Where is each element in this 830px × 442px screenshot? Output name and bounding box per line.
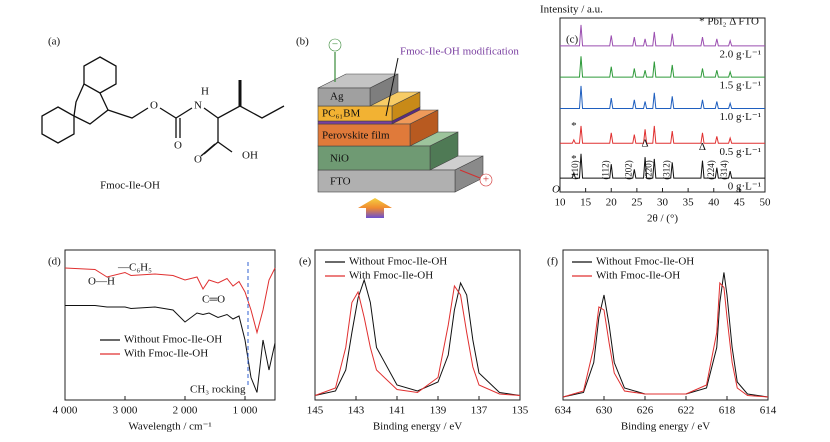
panel-label: (a) [48,36,61,48]
x-tick-label: 1 000 [233,405,258,417]
annotation: C═O [202,294,225,306]
layer-label: Perovskite film [322,130,390,142]
x-tick-label: 139 [430,405,447,417]
x-tick-label: 145 [307,405,324,417]
atom: N [194,100,202,112]
device [317,38,493,218]
y-axis-label: Intensity / a.u. [540,4,603,16]
layer-label: FTO [330,176,351,188]
molecule [41,56,285,157]
series-line [560,24,765,47]
peak-marker: Δ [699,141,706,153]
atom: O [194,154,202,166]
series-label: 0 g·L⁻¹ [728,181,761,193]
x-tick-label: 45 [734,197,746,209]
peak-label: (314) [719,160,729,180]
charge-sign: + [483,174,489,186]
x-axis-label: Wavelength / cm⁻¹ [128,421,211,433]
series-label: 0.5 g·L⁻¹ [720,146,762,158]
x-tick-label: 137 [471,405,488,417]
legend-label: With Fmoc-Ile-OH [596,270,680,282]
x-tick-label: 35 [683,197,695,209]
atom: H [201,86,209,98]
series-line [560,125,765,144]
panel-label: (f) [547,256,558,268]
panel-label: (d) [48,256,61,268]
molecule-name: Fmoc-Ile-OH [100,180,160,192]
atom: OH [242,150,258,162]
plot-frame [64,249,276,401]
layer-label: NiO [330,153,349,165]
peak-label: (202) [623,160,633,180]
x-tick-label: 141 [389,405,406,417]
x-tick-label: 614 [760,405,777,417]
x-tick-label: 3 000 [113,405,138,417]
panel-label: (b) [296,36,309,48]
series-line [562,281,769,398]
peak-label: (224) [706,160,716,180]
x-tick-label: 2 000 [173,405,198,417]
legend-label: With Fmoc-Ile-OH [349,270,433,282]
peak-marker: Δ [642,138,649,150]
plot-frame [314,249,521,401]
legend-label: Without Fmoc-Ile-OH [349,256,447,268]
legend-note: * PbI₂ Δ FTO [699,16,759,28]
plot-frame [562,249,769,401]
x-tick-label: 25 [631,197,643,209]
series-line [314,284,521,396]
peak-label: (220) [643,160,653,180]
annotation: CH₃ rocking [190,384,246,396]
x-tick-label: 10 [555,197,567,209]
x-tick-label: 15 [580,197,592,209]
series-label: 2.0 g·L⁻¹ [720,48,762,60]
peak-marker: * [571,120,577,132]
panel-label: (e) [299,256,312,268]
annotation: Fmoc-Ile-OH modification [400,46,519,58]
series-label: 1.5 g·L⁻¹ [720,80,762,92]
x-tick-label: 622 [678,405,695,417]
x-tick-label: 20 [606,197,618,209]
x-tick-label: 626 [637,405,654,417]
annotation: O—H [88,276,115,288]
peak-label: (312) [661,160,671,180]
peak-label: (112) [600,160,610,179]
x-axis-label: Binding energy / eV [621,421,710,433]
legend-label: Without Fmoc-Ile-OH [124,334,222,346]
x-axis-label: Binding energy / eV [373,421,462,433]
layer-label: Ag [330,91,344,103]
series-line [560,85,765,109]
x-axis-label: 2θ / (°) [647,213,678,225]
panel-label: (c) [566,34,579,46]
series-line [65,305,276,393]
x-tick-label: 618 [719,405,736,417]
series-line [64,267,276,335]
x-tick-label: 4 000 [53,405,78,417]
x-tick-label: 50 [760,197,772,209]
x-tick-label: 634 [555,405,572,417]
charge-sign: − [332,39,338,51]
legend-label: With Fmoc-Ile-OH [124,348,208,360]
x-tick-label: 135 [512,405,529,417]
series-line [562,272,769,398]
atom: O [174,140,182,152]
series-line [560,56,765,78]
peak-marker: * [571,153,577,165]
series-line [560,153,765,179]
series-line [314,278,521,396]
annotation: —C₆H₅ [117,262,152,274]
legend-label: Without Fmoc-Ile-OH [596,256,694,268]
atom: O [150,100,158,112]
x-tick-label: 630 [596,405,613,417]
x-tick-label: 40 [708,197,720,209]
series-label: 1.0 g·L⁻¹ [720,111,762,123]
layer-label: PC₆₁BM [322,108,360,120]
peak-label: (110) [570,160,580,179]
origin-label: O [552,184,560,196]
x-tick-label: 143 [348,405,365,417]
x-tick-label: 30 [657,197,669,209]
